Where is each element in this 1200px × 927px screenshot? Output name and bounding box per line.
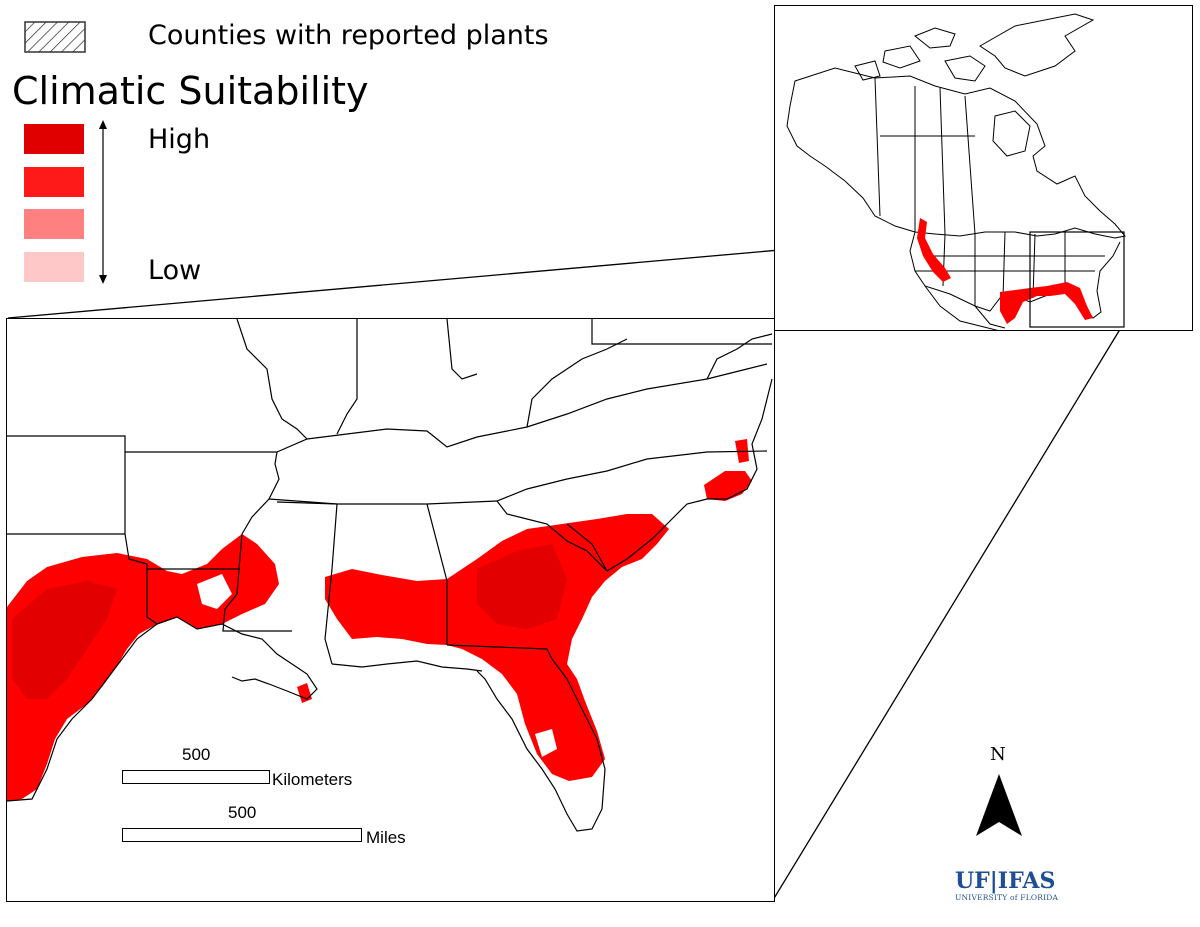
scale-mi-value: 500	[228, 803, 257, 822]
swatch-medium-low	[24, 209, 84, 239]
logo-text: UF|IFAS	[955, 868, 1056, 894]
hatch-swatch	[24, 21, 86, 53]
legend: Counties with reported plants Climatic S…	[0, 0, 700, 300]
scale-mi-unit: Miles	[366, 828, 406, 847]
scale-mi-bar	[122, 828, 362, 842]
legend-low-label: Low	[148, 255, 202, 286]
uf-ifas-logo: UF|IFAS UNIVERSITY of FLORIDA	[955, 870, 1058, 902]
north-america-map	[786, 13, 1126, 330]
double-arrow-icon	[99, 120, 107, 284]
logo-subtitle: UNIVERSITY of FLORIDA	[955, 893, 1059, 902]
legend-title: Climatic Suitability	[12, 69, 369, 113]
swatch-low	[24, 252, 84, 282]
north-arrow-icon	[976, 774, 1022, 836]
inset-map	[774, 5, 1193, 331]
swatch-high	[24, 124, 84, 154]
southeast-us-map	[7, 319, 773, 832]
north-label: N	[990, 744, 1006, 765]
main-map	[6, 318, 775, 902]
scale-bar-mi: 500 Miles	[120, 804, 450, 854]
scale-bar-km: 500 Kilometers	[120, 746, 380, 796]
scale-km-unit: Kilometers	[272, 770, 353, 789]
swatch-medium-high	[24, 167, 84, 197]
scale-km-bar	[122, 770, 270, 784]
hatch-label: Counties with reported plants	[148, 20, 549, 51]
scale-km-value: 500	[182, 745, 211, 764]
legend-high-label: High	[148, 124, 211, 155]
